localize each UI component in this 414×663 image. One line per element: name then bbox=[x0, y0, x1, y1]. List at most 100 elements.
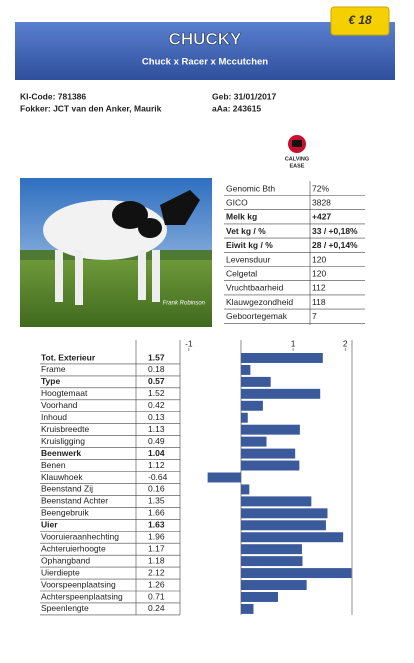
x-tick-label: 2 bbox=[343, 338, 348, 348]
trait-value: 1.18 bbox=[148, 555, 165, 565]
trait-value: 0.71 bbox=[148, 591, 165, 601]
trait-bar bbox=[240, 484, 250, 495]
trait-name: Beenstand Achter bbox=[41, 496, 108, 506]
stat-value: +427 bbox=[312, 212, 331, 222]
trait-bar bbox=[240, 520, 326, 531]
trait-name: Vooruieraanhechting bbox=[41, 532, 119, 542]
trait-value: 2.12 bbox=[148, 567, 165, 577]
trait-value: 1.12 bbox=[148, 460, 165, 470]
trait-bar bbox=[240, 436, 267, 447]
stat-label: Vruchtbaarheid bbox=[226, 283, 284, 293]
stat-value: 120 bbox=[312, 254, 326, 264]
trait-bar bbox=[240, 364, 251, 375]
trait-name: Speenlengte bbox=[41, 603, 89, 613]
trait-value: -0.64 bbox=[148, 472, 168, 482]
trait-bar bbox=[240, 568, 352, 579]
trait-name: Achteruierhoogte bbox=[41, 543, 106, 553]
trait-bar bbox=[240, 424, 300, 435]
calving-ease-logo: CALVING EASE bbox=[285, 135, 309, 169]
ki-code: KI-Code: 781386 bbox=[20, 91, 86, 101]
stat-label: Genomic Bth bbox=[226, 183, 275, 193]
trait-value: 1.66 bbox=[148, 508, 165, 518]
trait-bar bbox=[240, 388, 321, 399]
trait-name: Beengebruik bbox=[41, 508, 89, 518]
trait-value: 1.17 bbox=[148, 543, 165, 553]
trait-bar bbox=[240, 544, 302, 555]
stat-value: 112 bbox=[312, 283, 326, 293]
trait-name: Achterspeenplaatsing bbox=[41, 591, 123, 601]
trait-name: Kruisbreedte bbox=[41, 424, 89, 434]
trait-chart: -1 1 2 Tot. Exterieur 1.57 Frame 0.18 Type 0.57 H… bbox=[40, 338, 353, 616]
bull-name: CHUCKY bbox=[169, 29, 242, 48]
trait-value: 1.96 bbox=[148, 532, 165, 542]
photo: Frank Robinson bbox=[20, 178, 212, 327]
breeder: Fokker: JCT van den Anker, Maurik bbox=[20, 103, 162, 113]
trait-bar bbox=[240, 580, 307, 590]
trait-bar bbox=[240, 412, 248, 423]
trait-name: Ophangband bbox=[41, 555, 90, 565]
trait-value: 1.35 bbox=[148, 496, 165, 506]
stat-label: GICO bbox=[226, 197, 248, 207]
trait-bar bbox=[207, 472, 241, 483]
trait-name: Inhoud bbox=[41, 412, 67, 422]
trait-value: 0.24 bbox=[148, 603, 165, 613]
x-tick-label: 1 bbox=[291, 338, 296, 348]
stat-label: Levensduur bbox=[226, 254, 271, 264]
stat-label: Vet kg / % bbox=[226, 226, 266, 236]
trait-name: Type bbox=[41, 376, 60, 386]
trait-name: Uierdiepte bbox=[41, 567, 80, 577]
stat-value: 120 bbox=[312, 268, 326, 278]
trait-name: Beenwerk bbox=[41, 448, 81, 458]
trait-value: 0.13 bbox=[148, 412, 165, 422]
stat-value: 7 bbox=[312, 311, 317, 321]
trait-bar bbox=[240, 603, 254, 614]
stat-label: Melk kg bbox=[226, 212, 257, 222]
trait-name: Benen bbox=[41, 460, 66, 470]
trait-value: 1.63 bbox=[148, 520, 165, 530]
stat-value: 3828 bbox=[312, 197, 331, 207]
trait-name: Uier bbox=[41, 520, 58, 530]
trait-name: Tot. Exterieur bbox=[41, 352, 96, 362]
stat-label: Geboortegemak bbox=[226, 311, 288, 321]
stat-label: Celgetal bbox=[226, 268, 257, 278]
trait-value: 0.42 bbox=[148, 400, 165, 410]
trait-name: Frame bbox=[41, 364, 66, 374]
photo-credit: Frank Robinson bbox=[163, 301, 206, 307]
stat-value: 118 bbox=[312, 297, 326, 307]
trait-bar bbox=[240, 532, 344, 543]
trait-value: 1.13 bbox=[148, 424, 165, 434]
trait-name: Kruisligging bbox=[41, 436, 85, 446]
stat-value: 28 / +0,14% bbox=[312, 240, 358, 250]
trait-value: 1.26 bbox=[148, 579, 165, 589]
trait-value: 0.57 bbox=[148, 376, 165, 386]
trait-value: 1.52 bbox=[148, 388, 165, 398]
stat-label: Klauwgezondheid bbox=[226, 297, 293, 307]
trait-bar bbox=[240, 592, 278, 602]
price: € 18 bbox=[348, 13, 372, 27]
trait-bar bbox=[240, 496, 312, 507]
trait-value: 0.49 bbox=[148, 436, 165, 446]
trait-value: 0.18 bbox=[148, 364, 165, 374]
trait-bar bbox=[240, 400, 263, 411]
trait-value: 1.04 bbox=[148, 448, 165, 458]
trait-bar bbox=[240, 376, 271, 387]
trait-bar bbox=[240, 556, 303, 567]
stat-value: 33 / +0,18% bbox=[312, 226, 358, 236]
trait-name: Voorhand bbox=[41, 400, 78, 410]
trait-name: Klauwhoek bbox=[41, 472, 83, 482]
birth-date: Geb: 31/01/2017 bbox=[212, 91, 277, 101]
trait-bar bbox=[240, 508, 328, 519]
price-badge bbox=[330, 6, 390, 36]
trait-value: 0.16 bbox=[148, 484, 165, 494]
logo-text: CALVING bbox=[285, 156, 309, 162]
trait-name: Voorspeenplaatsing bbox=[41, 579, 116, 589]
trait-bar bbox=[240, 353, 323, 363]
x-tick-label: -1 bbox=[185, 338, 193, 348]
trait-name: Hoogtemaat bbox=[41, 388, 88, 398]
trait-name: Beenstand Zij bbox=[41, 484, 93, 494]
trait-value: 1.57 bbox=[148, 352, 165, 362]
trait-bar bbox=[240, 460, 300, 471]
pedigree: Chuck x Racer x Mccutchen bbox=[142, 57, 268, 68]
aaa-code: aAa: 243615 bbox=[212, 103, 261, 113]
